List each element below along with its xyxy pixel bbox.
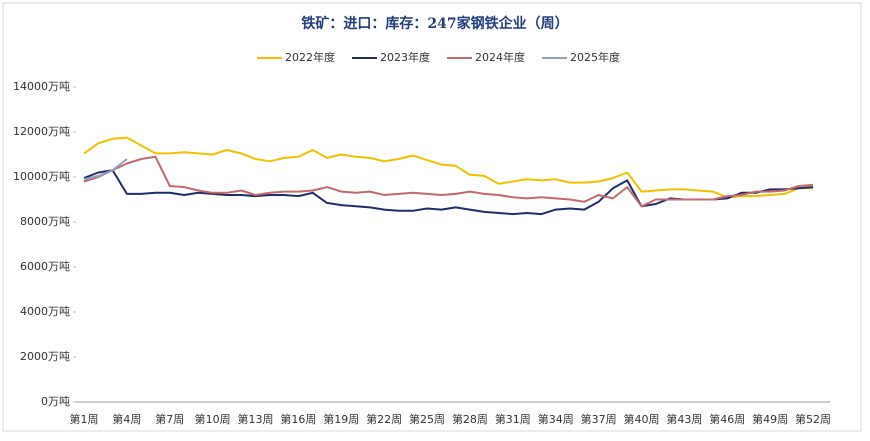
y-tick-label: 10000万吨 [13, 170, 70, 183]
x-tick-label: 第25周 [409, 412, 445, 426]
legend-label: 2022年度 [285, 50, 335, 64]
x-tick-label: 第40周 [623, 412, 659, 426]
x-tick-label: 第34周 [538, 412, 574, 426]
y-tick-label: 12000万吨 [13, 125, 70, 138]
x-tick-label: 第7周 [155, 412, 184, 426]
legend-label: 2023年度 [380, 50, 430, 64]
x-tick-label: 第13周 [238, 412, 274, 426]
chart-title: 铁矿：进口：库存：247家钢铁企业（周） [301, 15, 568, 32]
series-line [83, 136, 813, 199]
y-tick-label: 2000万吨 [20, 350, 70, 363]
x-tick-label: 第16周 [280, 412, 316, 426]
x-tick-label: 第1周 [70, 412, 99, 426]
y-tick-label: 0万吨 [41, 395, 70, 408]
x-tick-label: 第28周 [452, 412, 488, 426]
series-line [83, 155, 814, 208]
x-tick-label: 第43周 [666, 412, 702, 426]
y-tick-label: 8000万吨 [20, 215, 70, 228]
series-line [83, 158, 128, 181]
chart-frame [2, 2, 862, 432]
x-tick-label: 第4周 [112, 412, 141, 426]
y-tick-label: 14000万吨 [13, 80, 70, 93]
x-tick-label: 第31周 [495, 412, 531, 426]
legend-label: 2024年度 [475, 50, 525, 64]
x-tick-label: 第37周 [581, 412, 617, 426]
legend-label: 2025年度 [570, 50, 620, 64]
x-tick-label: 第52周 [795, 412, 831, 426]
y-tick-label: 4000万吨 [20, 305, 70, 318]
x-tick-label: 第46周 [709, 412, 745, 426]
y-tick-label: 6000万吨 [20, 260, 70, 273]
x-tick-label: 第49周 [752, 412, 788, 426]
x-tick-label: 第10周 [195, 412, 231, 426]
x-tick-label: 第22周 [366, 412, 402, 426]
x-tick-label: 第19周 [323, 412, 359, 426]
